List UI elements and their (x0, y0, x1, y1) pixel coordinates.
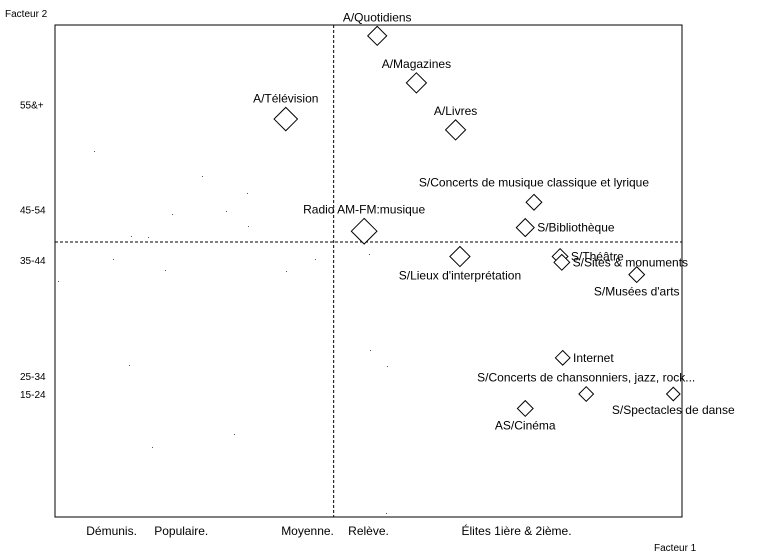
point-label: S/Spectacles de danse (612, 403, 735, 417)
point-label: S/Concerts de musique classique et lyriq… (419, 175, 649, 189)
point-radio-am-fm-musique: Radio AM-FM:musique (303, 202, 425, 245)
x-category-label: Moyenne. (281, 524, 334, 538)
x-axis-label: Facteur 1 (654, 543, 697, 554)
point-marker (444, 119, 467, 141)
y-category-label: 25-34 (20, 372, 46, 383)
point-label: S/Concerts de chansonniers, jazz, rock..… (477, 371, 695, 385)
point-marker (449, 245, 471, 268)
background-dot (94, 151, 95, 152)
data-points: A/Quotidiens A/Magazines A/Télévision A/Liv… (253, 10, 735, 432)
x-category-label: Relève. (348, 524, 389, 538)
point-marker (516, 399, 534, 418)
background-dot (369, 254, 370, 255)
point-marker (554, 349, 571, 366)
point-marker (350, 217, 378, 245)
x-category-labels: Démunis. Populaire. Moyenne. Relève. Élites … (86, 523, 571, 538)
point-label: S/Théâtre (571, 250, 624, 264)
point-a-television: A/Télévision (253, 91, 318, 132)
point-marker (665, 386, 681, 402)
background-dot (226, 211, 227, 212)
point-a-magazines: A/Magazines (382, 57, 451, 94)
background-dot (165, 270, 166, 271)
background-dot (202, 176, 203, 177)
reference-lines (55, 25, 682, 517)
background-dot (58, 281, 59, 282)
y-axis-label: Facteur 2 (5, 9, 48, 20)
point-label: S/Musées d'arts (594, 284, 680, 298)
point-label: A/Quotidiens (343, 10, 412, 24)
point-label: Radio AM-FM:musique (303, 202, 425, 216)
background-dot (315, 259, 316, 260)
background-dot (129, 365, 130, 366)
point-a-livres: A/Livres (434, 104, 477, 141)
background-dot (152, 447, 153, 448)
y-category-labels: 55&+ 45-54 35-44 25-34 15-24 (20, 101, 46, 401)
point-marker (515, 217, 535, 238)
background-dot (234, 434, 235, 435)
point-as-cinema: AS/Cinéma (495, 399, 556, 432)
y-category-label: 35-44 (20, 256, 46, 267)
point-s-spectacles-de-danse: S/Spectacles de danse (612, 386, 735, 417)
point-label: S/Lieux d'interprétation (399, 269, 521, 283)
point-s-concerts-de-musique-classique-et-lyrique: S/Concerts de musique classique et lyriq… (419, 175, 649, 211)
background-dot (370, 350, 371, 351)
y-category-label: 45-54 (20, 206, 46, 217)
point-label: A/Télévision (253, 91, 318, 105)
point-label: Internet (573, 351, 614, 365)
y-category-label: 55&+ (20, 101, 44, 112)
background-dot (286, 271, 287, 272)
background-dot (386, 513, 387, 514)
x-category-label: Élites 1ière & 2ième. (462, 523, 572, 538)
x-category-label: Démunis. (86, 524, 137, 538)
point-marker (273, 106, 299, 132)
point-marker (405, 72, 428, 94)
background-dot (148, 237, 149, 238)
background-dot (387, 366, 388, 367)
point-label: AS/Cinéma (495, 418, 556, 432)
point-s-concerts-de-chansonniers-jazz-rock: S/Concerts de chansonniers, jazz, rock..… (477, 371, 695, 403)
point-s-lieux-d-interpretation: S/Lieux d'interprétation (399, 245, 521, 283)
point-s-sites-monuments: S/Sites & monuments (553, 253, 688, 271)
point-marker (553, 253, 571, 271)
point-s-musees-d-arts: S/Musées d'arts (594, 266, 680, 298)
point-marker (628, 266, 646, 284)
point-label: S/Bibliothèque (537, 221, 615, 235)
y-category-label: 15-24 (20, 390, 46, 401)
point-label: A/Livres (434, 104, 477, 118)
point-a-quotidiens: A/Quotidiens (343, 10, 412, 47)
point-internet: Internet (554, 349, 614, 366)
point-label: A/Magazines (382, 57, 451, 71)
background-dots (58, 151, 388, 514)
x-category-label: Populaire. (154, 524, 208, 538)
plot-frame (54, 24, 683, 518)
point-marker (525, 193, 543, 211)
point-label: S/Sites & monuments (573, 255, 688, 269)
point-marker (367, 25, 388, 47)
background-dot (247, 193, 248, 194)
point-marker (578, 385, 595, 403)
background-dot (172, 214, 173, 215)
background-dot (131, 236, 132, 237)
background-dot (113, 259, 114, 260)
point-s-bibliotheque: S/Bibliothèque (515, 217, 615, 238)
background-dot (248, 226, 249, 227)
